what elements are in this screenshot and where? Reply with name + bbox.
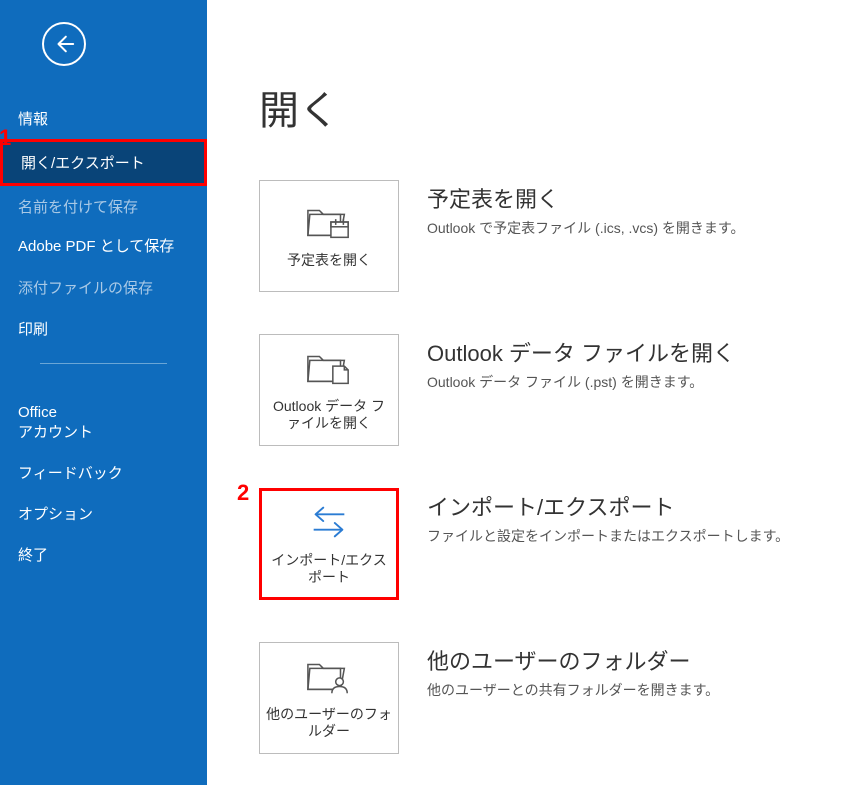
arrow-left-icon — [53, 33, 75, 55]
sidebar-item-label: Office アカウント — [18, 404, 93, 441]
button-caption: 予定表を開く — [287, 252, 371, 270]
option-text: 予定表を開く Outlook で予定表ファイル (.ics, .vcs) を開き… — [427, 180, 745, 238]
other-users-folder-button[interactable]: 他のユーザーのフォルダー — [259, 642, 399, 754]
sidebar-item-label: 情報 — [18, 111, 48, 128]
sidebar-item-options[interactable]: オプション — [0, 493, 207, 534]
annotation-marker-2: 2 — [237, 480, 249, 506]
option-row-other-users-folder: 他のユーザーのフォルダー 他のユーザーのフォルダー 他のユーザーとの共有フォルダ… — [259, 642, 824, 754]
button-caption: インポート/エクスポート — [268, 552, 390, 587]
folder-calendar-icon — [306, 202, 352, 242]
option-row-open-calendar: 予定表を開く 予定表を開く Outlook で予定表ファイル (.ics, .v… — [259, 180, 824, 292]
sidebar-item-label: オプション — [18, 506, 93, 523]
sidebar-item-info[interactable]: 情報 — [0, 98, 207, 139]
open-datafile-button[interactable]: Outlook データ ファイルを開く — [259, 334, 399, 446]
option-text: インポート/エクスポート ファイルと設定をインポートまたはエクスポートします。 — [427, 488, 789, 546]
button-caption: Outlook データ ファイルを開く — [266, 398, 392, 433]
sidebar-item-label: 終了 — [18, 547, 48, 564]
option-desc: Outlook で予定表ファイル (.ics, .vcs) を開きます。 — [427, 218, 745, 238]
sidebar-item-save-as: 名前を付けて保存 — [0, 186, 207, 227]
option-title: 予定表を開く — [427, 182, 745, 214]
sidebar-item-open-export[interactable]: 開く/エクスポート — [0, 139, 207, 186]
sidebar-item-exit[interactable]: 終了 — [0, 534, 207, 575]
import-export-button[interactable]: インポート/エクスポート — [259, 488, 399, 600]
option-title: 他のユーザーのフォルダー — [427, 644, 719, 676]
button-caption: 他のユーザーのフォルダー — [266, 706, 392, 741]
sidebar-separator — [40, 363, 167, 364]
option-row-open-datafile: Outlook データ ファイルを開く Outlook データ ファイルを開く … — [259, 334, 824, 446]
sidebar-item-feedback[interactable]: フィードバック — [0, 452, 207, 493]
annotation-marker-1: 1 — [0, 125, 11, 151]
sidebar-item-adobe-pdf[interactable]: Adobe PDF として保存 — [0, 227, 207, 267]
sidebar-item-label: 開く/エクスポート — [21, 155, 145, 172]
import-export-icon — [306, 502, 352, 542]
sidebar-item-label: 印刷 — [18, 321, 48, 338]
option-desc: 他のユーザーとの共有フォルダーを開きます。 — [427, 680, 719, 700]
sidebar-item-label: 添付ファイルの保存 — [18, 280, 153, 297]
folder-user-icon — [306, 656, 352, 696]
option-row-import-export: 2 インポート/エクスポート インポート/エクスポート ファイルと設定をインポー… — [259, 488, 824, 600]
open-calendar-button[interactable]: 予定表を開く — [259, 180, 399, 292]
option-desc: ファイルと設定をインポートまたはエクスポートします。 — [427, 526, 789, 546]
sidebar-item-save-attachments: 添付ファイルの保存 — [0, 267, 207, 308]
back-button[interactable] — [42, 22, 86, 66]
sidebar-item-office-account[interactable]: Office アカウント — [0, 374, 207, 453]
option-title: Outlook データ ファイルを開く — [427, 336, 735, 368]
sidebar-item-label: フィードバック — [18, 465, 123, 482]
marker-2-anchor: 2 インポート/エクスポート — [259, 488, 399, 600]
sidebar-item-print[interactable]: 印刷 — [0, 308, 207, 349]
main-content: 開く 予定表を開く 予定表を開く Outlook で予定表ファイル (.ics,… — [207, 0, 848, 785]
sidebar: 1 情報 開く/エクスポート 名前を付けて保存 Adobe PDF として保存 … — [0, 0, 207, 785]
page-title: 開く — [259, 78, 824, 136]
sidebar-item-label: Adobe PDF として保存 — [18, 238, 174, 255]
folder-datafile-icon — [306, 348, 352, 388]
sidebar-item-label: 名前を付けて保存 — [18, 199, 138, 216]
option-text: 他のユーザーのフォルダー 他のユーザーとの共有フォルダーを開きます。 — [427, 642, 719, 700]
option-desc: Outlook データ ファイル (.pst) を開きます。 — [427, 372, 735, 392]
option-text: Outlook データ ファイルを開く Outlook データ ファイル (.p… — [427, 334, 735, 392]
option-title: インポート/エクスポート — [427, 490, 789, 522]
